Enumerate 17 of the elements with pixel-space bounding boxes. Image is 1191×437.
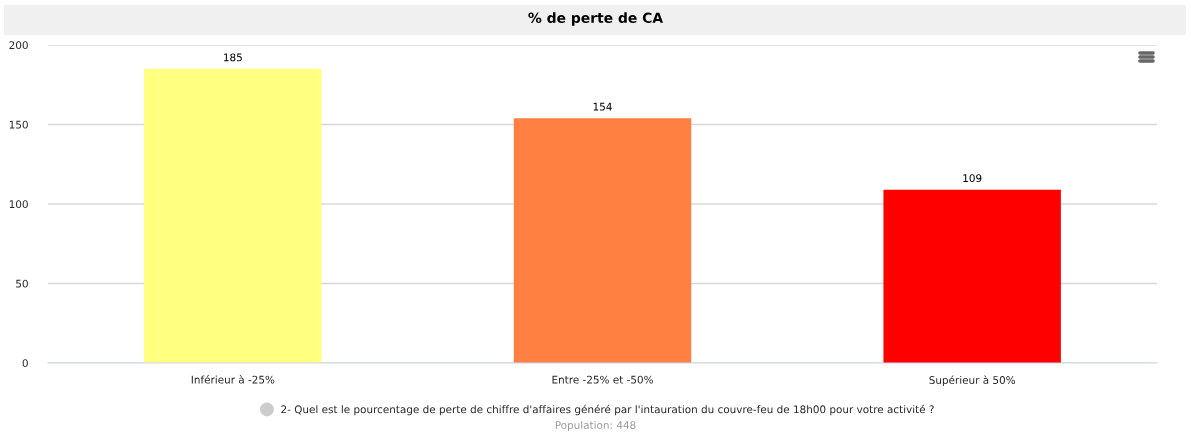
bar <box>513 118 692 363</box>
y-tick-label: 150 <box>9 120 28 129</box>
data-label: 154 <box>593 102 612 111</box>
data-label: 185 <box>224 53 242 62</box>
y-tick-label: 200 <box>9 41 28 50</box>
x-tick-label: Entre -25% et -50% <box>552 375 653 384</box>
bar <box>883 189 1061 363</box>
y-tick-label: 50 <box>16 279 28 288</box>
x-tick-label: Inférieur à -25% <box>191 375 275 384</box>
text: 2- Quel est le pourcentage de perte de chiffre d'affaires généré par l'intauration du couvre-feu de 18h00 pour votre activité ? <box>281 404 934 416</box>
y-tick-label: 0 <box>22 359 28 368</box>
bar <box>144 68 322 363</box>
text: Population: 448 <box>555 420 636 432</box>
chart-title: % de perte de CA <box>528 12 664 26</box>
x-tick-label: Supérieur à 50% <box>929 375 1016 386</box>
y-tick-label: 100 <box>9 200 28 209</box>
data-label: 109 <box>963 174 982 183</box>
